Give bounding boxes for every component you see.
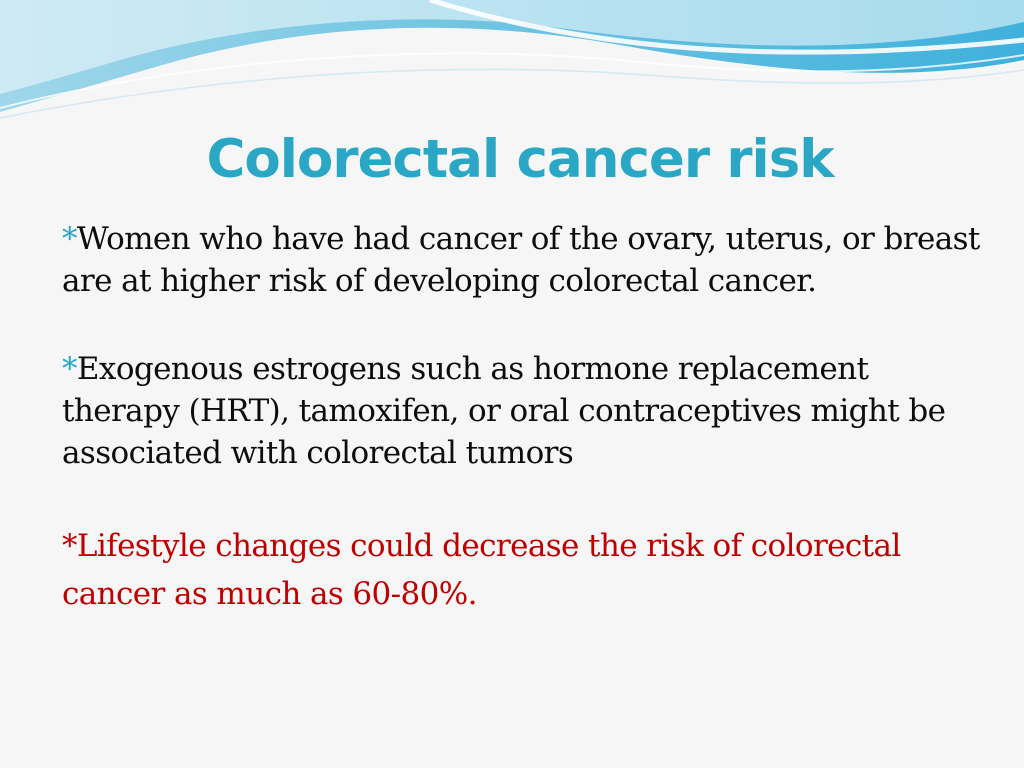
bullet-text: Lifestyle changes could decrease the ris… — [62, 528, 901, 612]
slide-title: Colorectal cancer risk — [206, 129, 834, 190]
bullet-marker: * — [62, 351, 78, 387]
bullet-item: *Exogenous estrogens such as hormone rep… — [62, 348, 982, 474]
bullet-item-highlight: *Lifestyle changes could decrease the ri… — [62, 522, 982, 618]
header-wave-decoration — [0, 0, 1024, 119]
bullet-item: *Women who have had cancer of the ovary,… — [62, 218, 982, 302]
bullet-marker: * — [62, 221, 78, 257]
slide-body: *Women who have had cancer of the ovary,… — [62, 218, 982, 618]
bullet-text: Women who have had cancer of the ovary, … — [62, 221, 980, 299]
bullet-text: Exogenous estrogens such as hormone repl… — [62, 351, 946, 471]
bullet-marker: * — [62, 528, 78, 564]
